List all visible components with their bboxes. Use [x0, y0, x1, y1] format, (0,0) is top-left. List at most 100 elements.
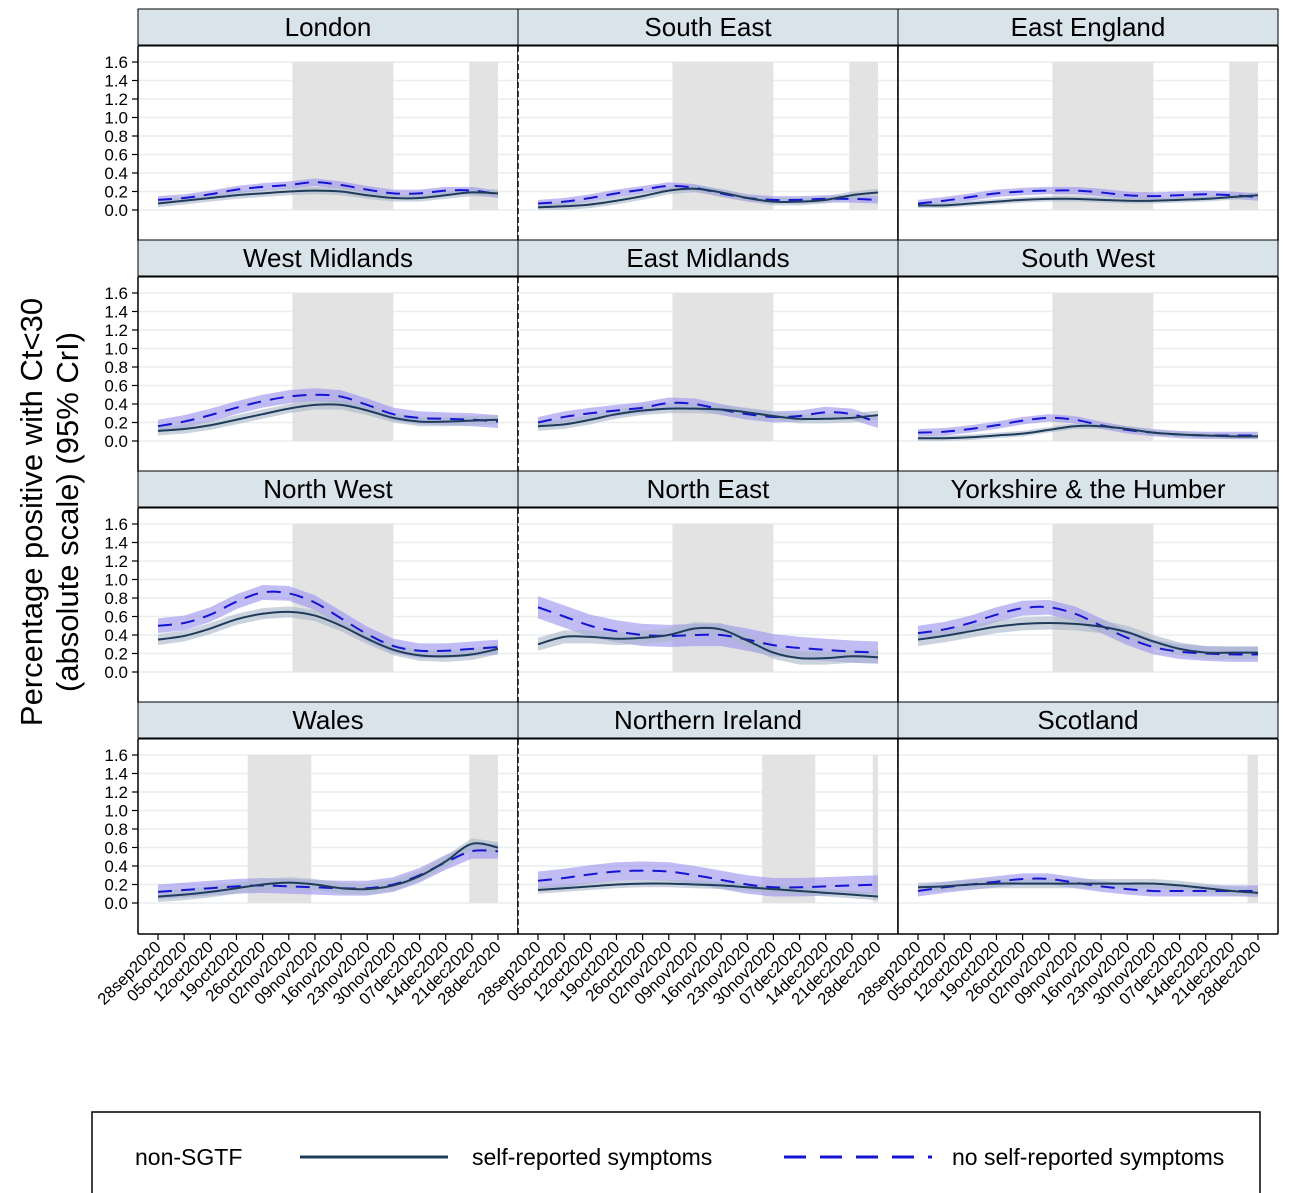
- plot-area: [518, 739, 898, 934]
- panel-strip: [517, 470, 899, 508]
- y-tick-label: 1.0: [104, 571, 128, 590]
- lockdown-shading: [1052, 524, 1154, 672]
- lockdown-shading: [1052, 62, 1154, 210]
- y-tick-label: 0.8: [104, 589, 128, 608]
- lockdown-shading: [469, 755, 498, 903]
- y-tick-label: 0.4: [104, 857, 128, 876]
- panel-london: London 0.00.20.40.60.81.01.21.41.6: [104, 8, 519, 242]
- series-line-self-reported: [157, 842, 499, 898]
- y-tick-label: 0.0: [104, 663, 128, 682]
- y-tick-label: 1.2: [104, 783, 128, 802]
- ci-band-self-reported: [538, 404, 878, 431]
- ci-band-no-self-reported: [158, 585, 498, 659]
- lockdown-shading: [1247, 755, 1258, 903]
- y-tick-label: 1.0: [104, 109, 128, 128]
- y-tick-label: 0.2: [104, 414, 128, 433]
- y-tick-label: 0.4: [104, 626, 128, 645]
- lockdown-shading: [1229, 62, 1258, 210]
- lockdown-shading: [292, 293, 394, 441]
- y-tick-label: 1.4: [104, 72, 128, 91]
- series-line-no-self-reported: [157, 849, 499, 893]
- panel-wales: Wales0.00.20.40.60.81.01.21.41.628sep202…: [94, 701, 519, 1009]
- panel-title: East Midlands: [626, 243, 789, 273]
- panel-strip: [137, 701, 519, 739]
- y-tick-label: 1.0: [104, 340, 128, 359]
- ci-band-self-reported: [158, 838, 498, 903]
- y-tick-label: 0.8: [104, 820, 128, 839]
- y-tick-label: 1.2: [104, 552, 128, 571]
- series-line-no-self-reported: [537, 401, 879, 424]
- series-line-self-reported: [537, 882, 879, 898]
- legend-title: non-SGTF: [135, 1144, 242, 1170]
- legend-box: [91, 1111, 1261, 1193]
- series-line-self-reported: [917, 194, 1259, 207]
- panel-title: Northern Ireland: [614, 705, 802, 735]
- y-tick-label: 0.0: [104, 432, 128, 451]
- panel-west-midlands: West Midlands 0.00.20.40.60.81.01.21.41.6: [104, 239, 519, 473]
- y-axis-title-line-1: Percentage positive with Ct<30: [14, 298, 49, 726]
- panel-strip: [517, 8, 899, 46]
- panel-south-west: South West: [897, 239, 1279, 473]
- y-tick-label: 0.8: [104, 358, 128, 377]
- series-line-self-reported: [917, 621, 1258, 654]
- panel-east-england: East England: [897, 8, 1279, 242]
- panel-north-west: North West 0.00.20.40.60.81.01.21.41.6: [104, 470, 519, 704]
- y-axis-title: Percentage positive with Ct<30 (absolute…: [14, 298, 85, 726]
- panel-title: London: [285, 12, 372, 42]
- panel-title: Yorkshire & the Humber: [950, 474, 1225, 504]
- panel-title: North West: [263, 474, 393, 504]
- series-line-self-reported: [537, 187, 879, 209]
- series-line-no-self-reported: [537, 606, 879, 654]
- panel-north-east: North East: [517, 470, 899, 704]
- plot-area: [138, 739, 518, 934]
- y-tick-label: 0.2: [104, 876, 128, 895]
- panel-title: West Midlands: [243, 243, 413, 273]
- y-tick-label: 0.8: [104, 127, 128, 146]
- lockdown-shading: [469, 62, 498, 210]
- y-tick-label: 1.6: [104, 746, 128, 765]
- y-tick-label: 0.4: [104, 395, 128, 414]
- panel-east-midlands: East Midlands: [517, 239, 899, 473]
- y-tick-label: 0.6: [104, 608, 128, 627]
- panel-title: South West: [1021, 243, 1156, 273]
- panel-strip: [897, 8, 1279, 46]
- ci-band-no-self-reported: [918, 186, 1258, 208]
- plot-area: [898, 739, 1278, 934]
- panel-strip: [897, 701, 1279, 739]
- y-tick-label: 1.4: [104, 765, 128, 784]
- series-line-no-self-reported: [157, 393, 499, 428]
- panel-title: South East: [644, 12, 772, 42]
- ci-band-self-reported: [158, 606, 498, 662]
- lockdown-shading: [872, 755, 878, 903]
- panel-strip: [897, 470, 1279, 508]
- series-line-no-self-reported: [917, 605, 1259, 656]
- ci-band-self-reported: [918, 423, 1258, 441]
- panel-title: Wales: [292, 705, 363, 735]
- y-tick-label: 1.6: [104, 53, 128, 72]
- series-line-no-self-reported: [917, 189, 1259, 205]
- y-tick-label: 1.6: [104, 515, 128, 534]
- y-tick-label: 0.0: [104, 894, 128, 913]
- series-line-self-reported: [537, 407, 879, 428]
- series-line-self-reported: [157, 189, 499, 205]
- y-tick-label: 1.4: [104, 534, 128, 553]
- series-line-no-self-reported: [537, 869, 879, 889]
- panel-northern-ireland: Northern Ireland28sep202005oct202012oct2…: [474, 701, 899, 1009]
- panel-strip: [137, 8, 519, 46]
- panel-south-east: South East: [517, 8, 899, 242]
- y-tick-label: 1.2: [104, 321, 128, 340]
- series-line-self-reported: [537, 626, 879, 660]
- panel-title: East England: [1011, 12, 1166, 42]
- panel-strip: [137, 239, 519, 277]
- panel-scotland: Scotland28sep202005oct202012oct202019oct…: [854, 701, 1279, 1009]
- y-tick-label: 0.2: [104, 645, 128, 664]
- y-tick-label: 1.0: [104, 802, 128, 821]
- y-tick-label: 1.6: [104, 284, 128, 303]
- legend-label-no-self-reported: no self-reported symptoms: [952, 1144, 1224, 1170]
- ci-band-self-reported: [158, 186, 498, 208]
- ci-band-self-reported: [538, 185, 878, 210]
- ci-band-self-reported: [918, 616, 1258, 660]
- y-tick-label: 0.4: [104, 164, 128, 183]
